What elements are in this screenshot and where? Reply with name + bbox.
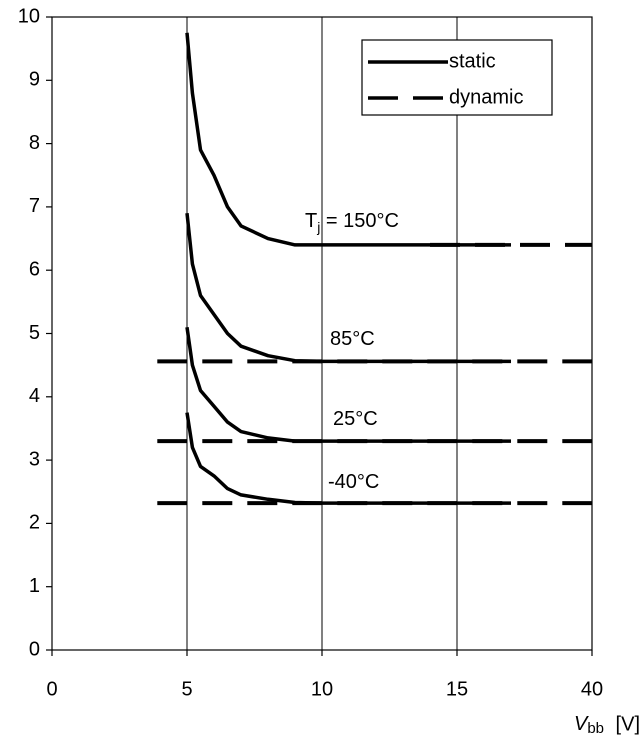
annotation-text: T xyxy=(305,210,317,232)
annotation-sub: j xyxy=(316,219,320,235)
x-tick-label: 5 xyxy=(181,678,192,700)
legend-label: dynamic xyxy=(449,86,523,108)
annotation-rest: = 150°C xyxy=(320,210,399,232)
y-tick-label: 8 xyxy=(29,132,40,154)
annotation: 25°C xyxy=(333,408,378,430)
annotation-text: 25°C xyxy=(333,408,378,430)
x-tick-label: 40 xyxy=(581,678,603,700)
x-tick-label: 15 xyxy=(446,678,468,700)
legend-box xyxy=(361,39,553,116)
static-line xyxy=(185,32,511,247)
x-axis-unit: [V] xyxy=(616,713,640,735)
y-tick-label: 3 xyxy=(29,448,40,470)
x-tick-label: 10 xyxy=(311,678,333,700)
y-tick-label: 1 xyxy=(29,575,40,597)
annotation-text: 85°C xyxy=(330,328,375,350)
y-tick-label: 4 xyxy=(29,385,40,407)
x-axis-label: Vbb xyxy=(574,713,604,737)
y-tick-label: 5 xyxy=(29,322,40,344)
y-tick-label: 9 xyxy=(29,69,40,91)
y-tick-label: 0 xyxy=(29,638,40,660)
y-tick-label: 2 xyxy=(29,512,40,534)
legend-label: static xyxy=(449,50,496,72)
y-tick-label: 10 xyxy=(18,5,40,27)
annotation-text: -40°C xyxy=(328,471,379,493)
x-tick-label: 0 xyxy=(46,678,57,700)
annotation: Tj = 150°C xyxy=(305,210,399,234)
y-tick-label: 6 xyxy=(29,258,40,280)
annotation: 85°C xyxy=(330,328,375,350)
annotation: -40°C xyxy=(328,471,379,493)
y-tick-label: 7 xyxy=(29,195,40,217)
